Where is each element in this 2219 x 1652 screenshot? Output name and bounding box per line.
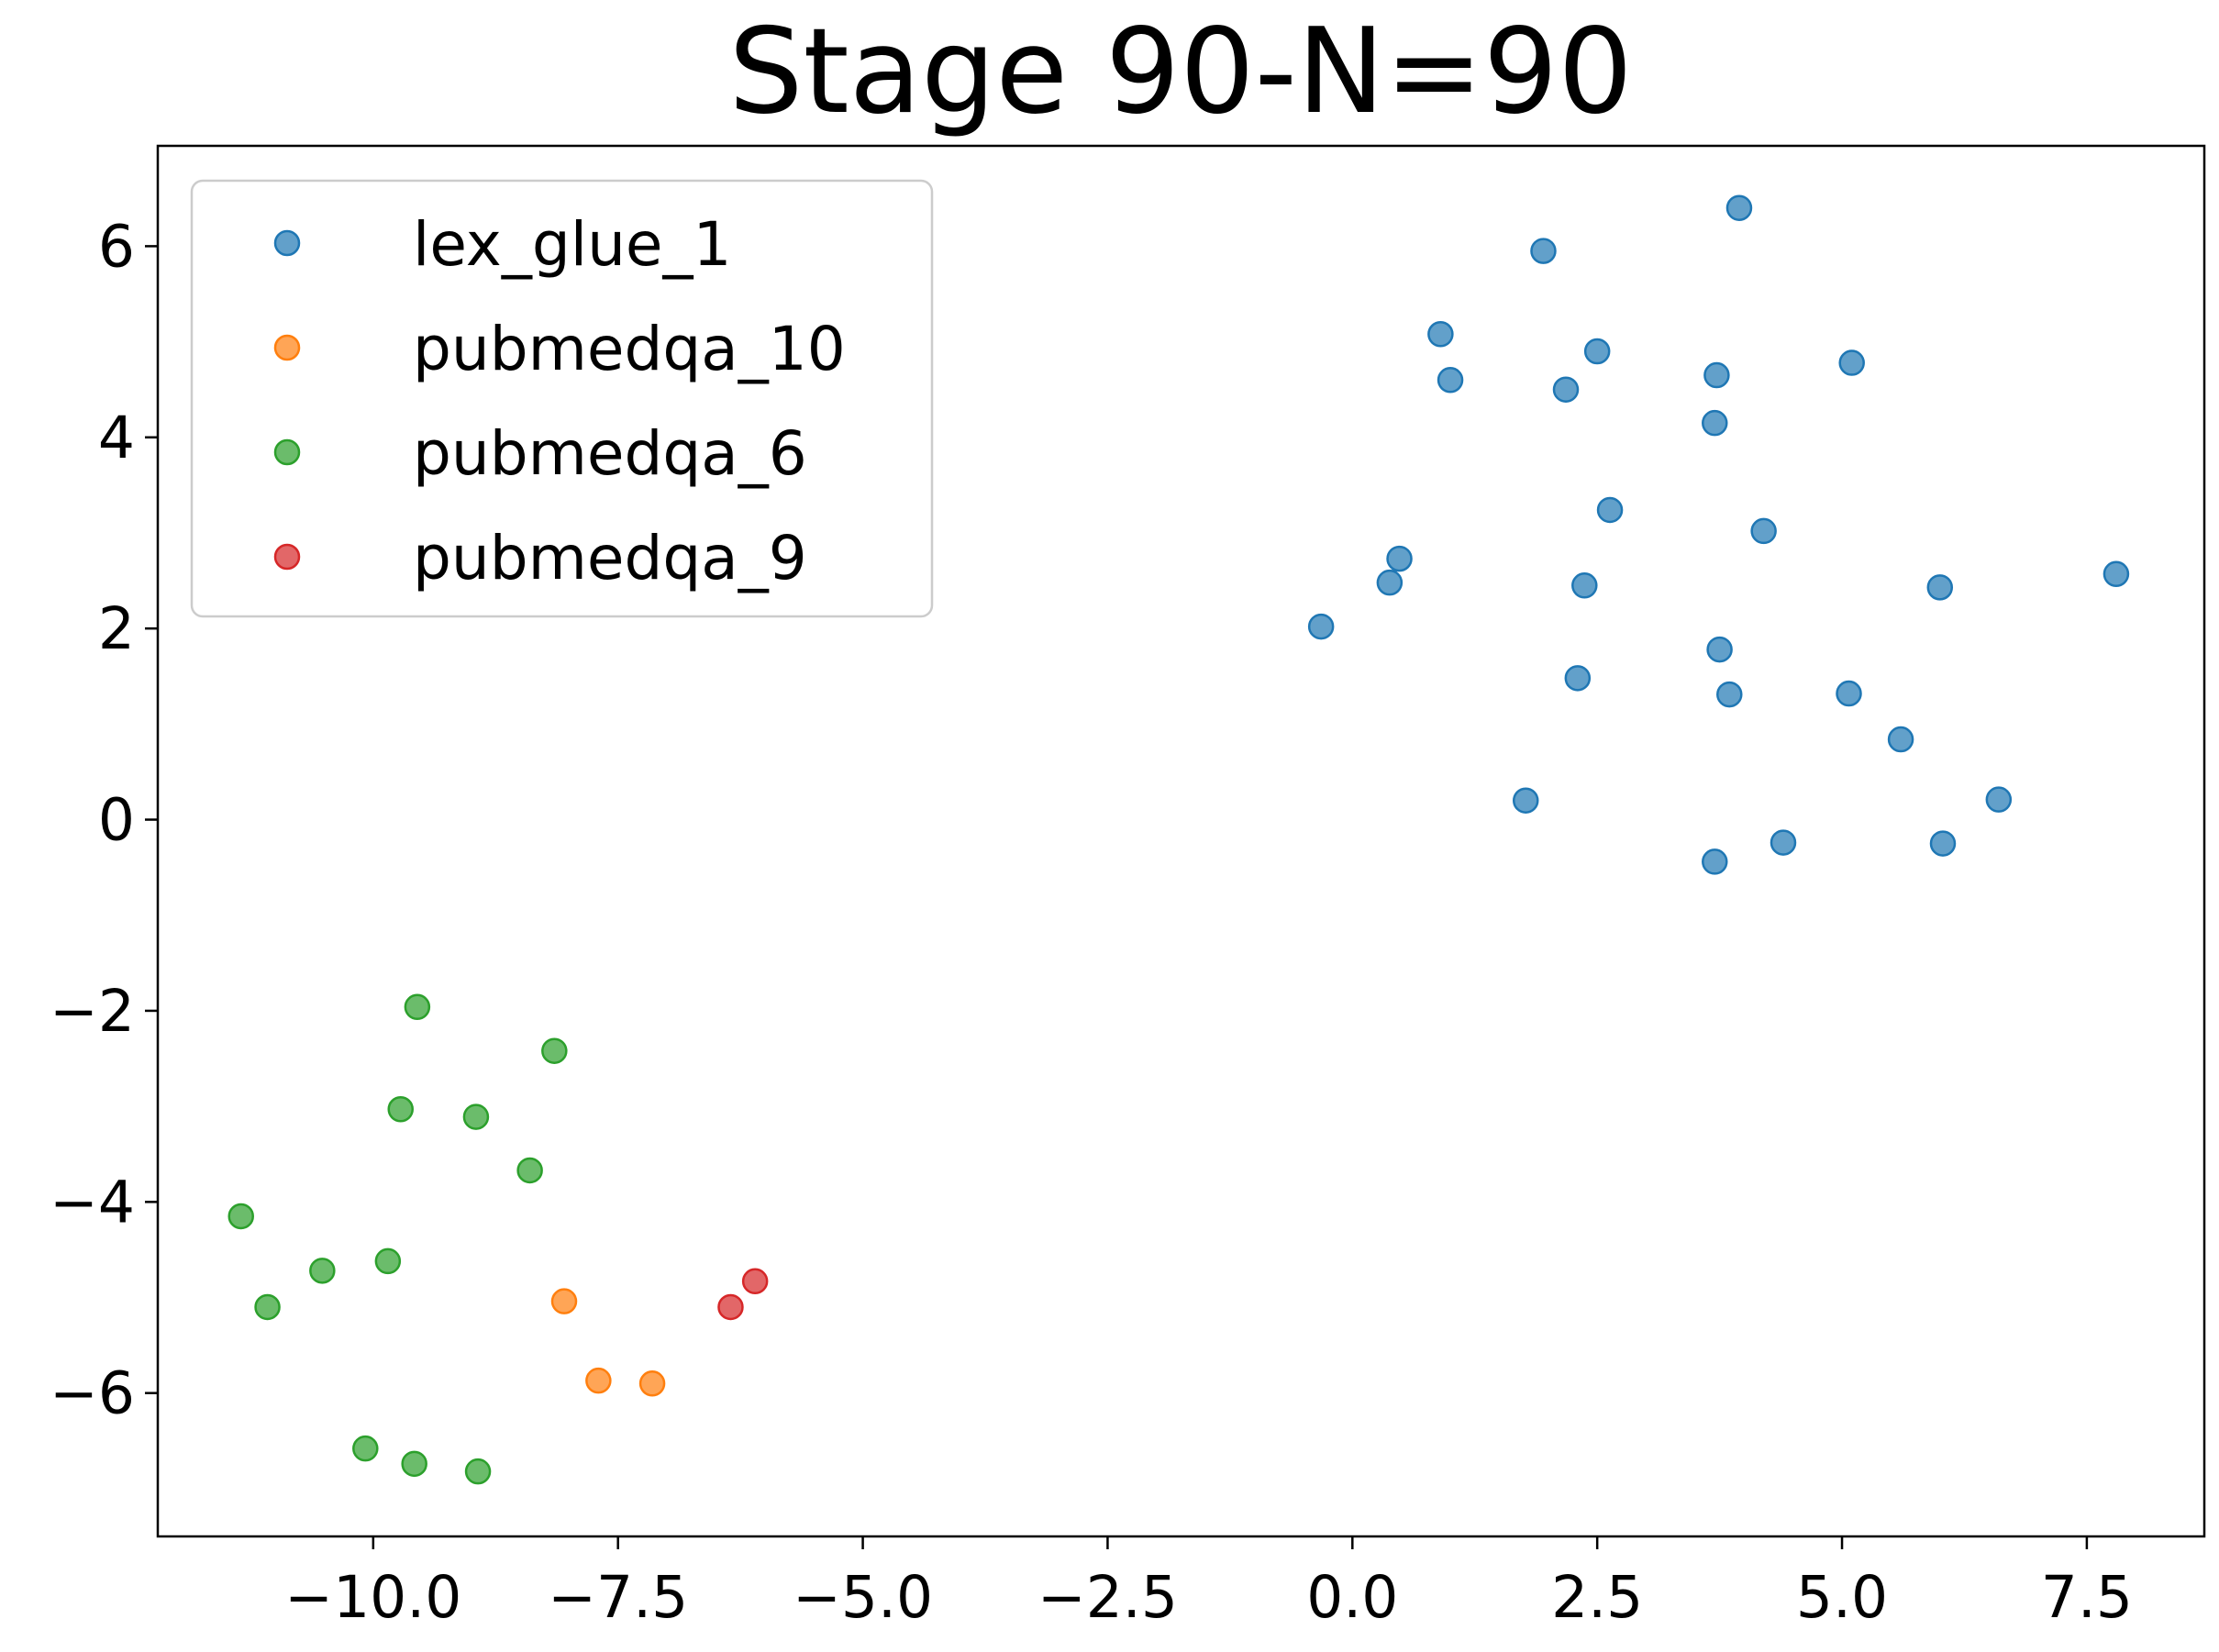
data-point-lex_glue_1	[1583, 338, 1611, 365]
data-point-lex_glue_1	[2103, 560, 2130, 588]
data-point-pubmedqa_10	[638, 1370, 666, 1397]
y-tick-label: 6	[98, 213, 135, 280]
data-point-lex_glue_1	[1307, 613, 1335, 640]
data-point-lex_glue_1	[1716, 681, 1743, 708]
legend-marker	[273, 229, 301, 257]
legend-box	[190, 179, 934, 618]
x-tick-label: 0.0	[1306, 1564, 1398, 1631]
plot-frame	[156, 144, 2206, 1538]
legend-marker	[273, 438, 301, 466]
legend-label: pubmedqa_10	[413, 314, 846, 384]
y-tick-label: 2	[98, 595, 135, 662]
data-point-lex_glue_1	[1530, 238, 1557, 264]
data-point-pubmedqa_6	[309, 1258, 336, 1284]
data-point-lex_glue_1	[1552, 376, 1580, 403]
x-tick-label: −2.5	[1037, 1564, 1178, 1631]
data-point-lex_glue_1	[1571, 572, 1598, 599]
legend-marker	[273, 543, 301, 571]
data-point-pubmedqa_6	[464, 1458, 492, 1485]
x-tick-label: −7.5	[548, 1564, 688, 1631]
x-tick-label: 7.5	[2041, 1564, 2133, 1631]
data-point-pubmedqa_9	[717, 1293, 744, 1321]
data-point-pubmedqa_6	[516, 1157, 543, 1184]
data-point-lex_glue_1	[1887, 726, 1914, 753]
data-point-lex_glue_1	[1926, 574, 1954, 601]
x-tick-label: 5.0	[1796, 1564, 1888, 1631]
y-tick-label: 0	[98, 787, 135, 854]
data-point-lex_glue_1	[1437, 367, 1464, 394]
legend-label: pubmedqa_9	[413, 523, 807, 593]
data-point-lex_glue_1	[1706, 636, 1733, 663]
data-point-lex_glue_1	[1512, 787, 1539, 814]
legend-label: pubmedqa_6	[413, 418, 807, 489]
chart-title: Stage 90-N=90	[728, 4, 1633, 140]
y-tick-label: −2	[50, 978, 135, 1045]
y-tick-label: −4	[50, 1169, 135, 1236]
legend-label: lex_glue_1	[413, 209, 732, 280]
data-point-pubmedqa_6	[404, 993, 431, 1021]
y-tick-label: 4	[98, 405, 135, 471]
data-point-lex_glue_1	[1836, 680, 1862, 707]
data-point-lex_glue_1	[1725, 194, 1753, 221]
x-tick-label: −10.0	[284, 1564, 461, 1631]
data-point-lex_glue_1	[1702, 409, 1728, 437]
legend-marker	[273, 334, 301, 361]
y-tick-label: −6	[50, 1360, 135, 1427]
data-point-lex_glue_1	[1770, 829, 1797, 856]
x-axis: −10.0 −7.5 −5.0 −2.5 0.0 2.5 5.0 7.5	[284, 1536, 2133, 1631]
data-points	[227, 194, 2130, 1485]
x-tick-label: −5.0	[793, 1564, 933, 1631]
data-point-lex_glue_1	[1564, 665, 1592, 692]
data-point-pubmedqa_6	[352, 1435, 379, 1462]
data-point-pubmedqa_10	[550, 1288, 578, 1314]
data-point-pubmedqa_6	[401, 1450, 427, 1478]
y-axis: 6 4 2 0 −2 −4 −6	[50, 213, 158, 1427]
data-point-lex_glue_1	[1985, 786, 2013, 813]
data-point-lex_glue_1	[1427, 321, 1454, 348]
data-point-lex_glue_1	[1702, 848, 1728, 875]
data-point-lex_glue_1	[1376, 569, 1404, 596]
data-point-pubmedqa_6	[462, 1103, 490, 1130]
data-point-pubmedqa_6	[541, 1037, 568, 1064]
data-point-lex_glue_1	[1703, 361, 1730, 389]
data-point-pubmedqa_6	[387, 1096, 414, 1123]
data-point-lex_glue_1	[1929, 830, 1957, 857]
data-point-pubmedqa_6	[227, 1203, 254, 1230]
legend: lex_glue_1 pubmedqa_10 pubmedqa_6 pubmedqa_…	[190, 179, 934, 618]
data-point-pubmedqa_6	[374, 1247, 402, 1275]
data-point-lex_glue_1	[1386, 545, 1413, 572]
data-point-pubmedqa_10	[585, 1367, 612, 1394]
x-tick-label: 2.5	[1551, 1564, 1643, 1631]
data-point-lex_glue_1	[1838, 349, 1865, 376]
data-point-pubmedqa_9	[741, 1268, 769, 1295]
data-point-lex_glue_1	[1596, 496, 1624, 524]
data-point-pubmedqa_6	[254, 1293, 281, 1321]
data-point-lex_glue_1	[1750, 517, 1777, 545]
